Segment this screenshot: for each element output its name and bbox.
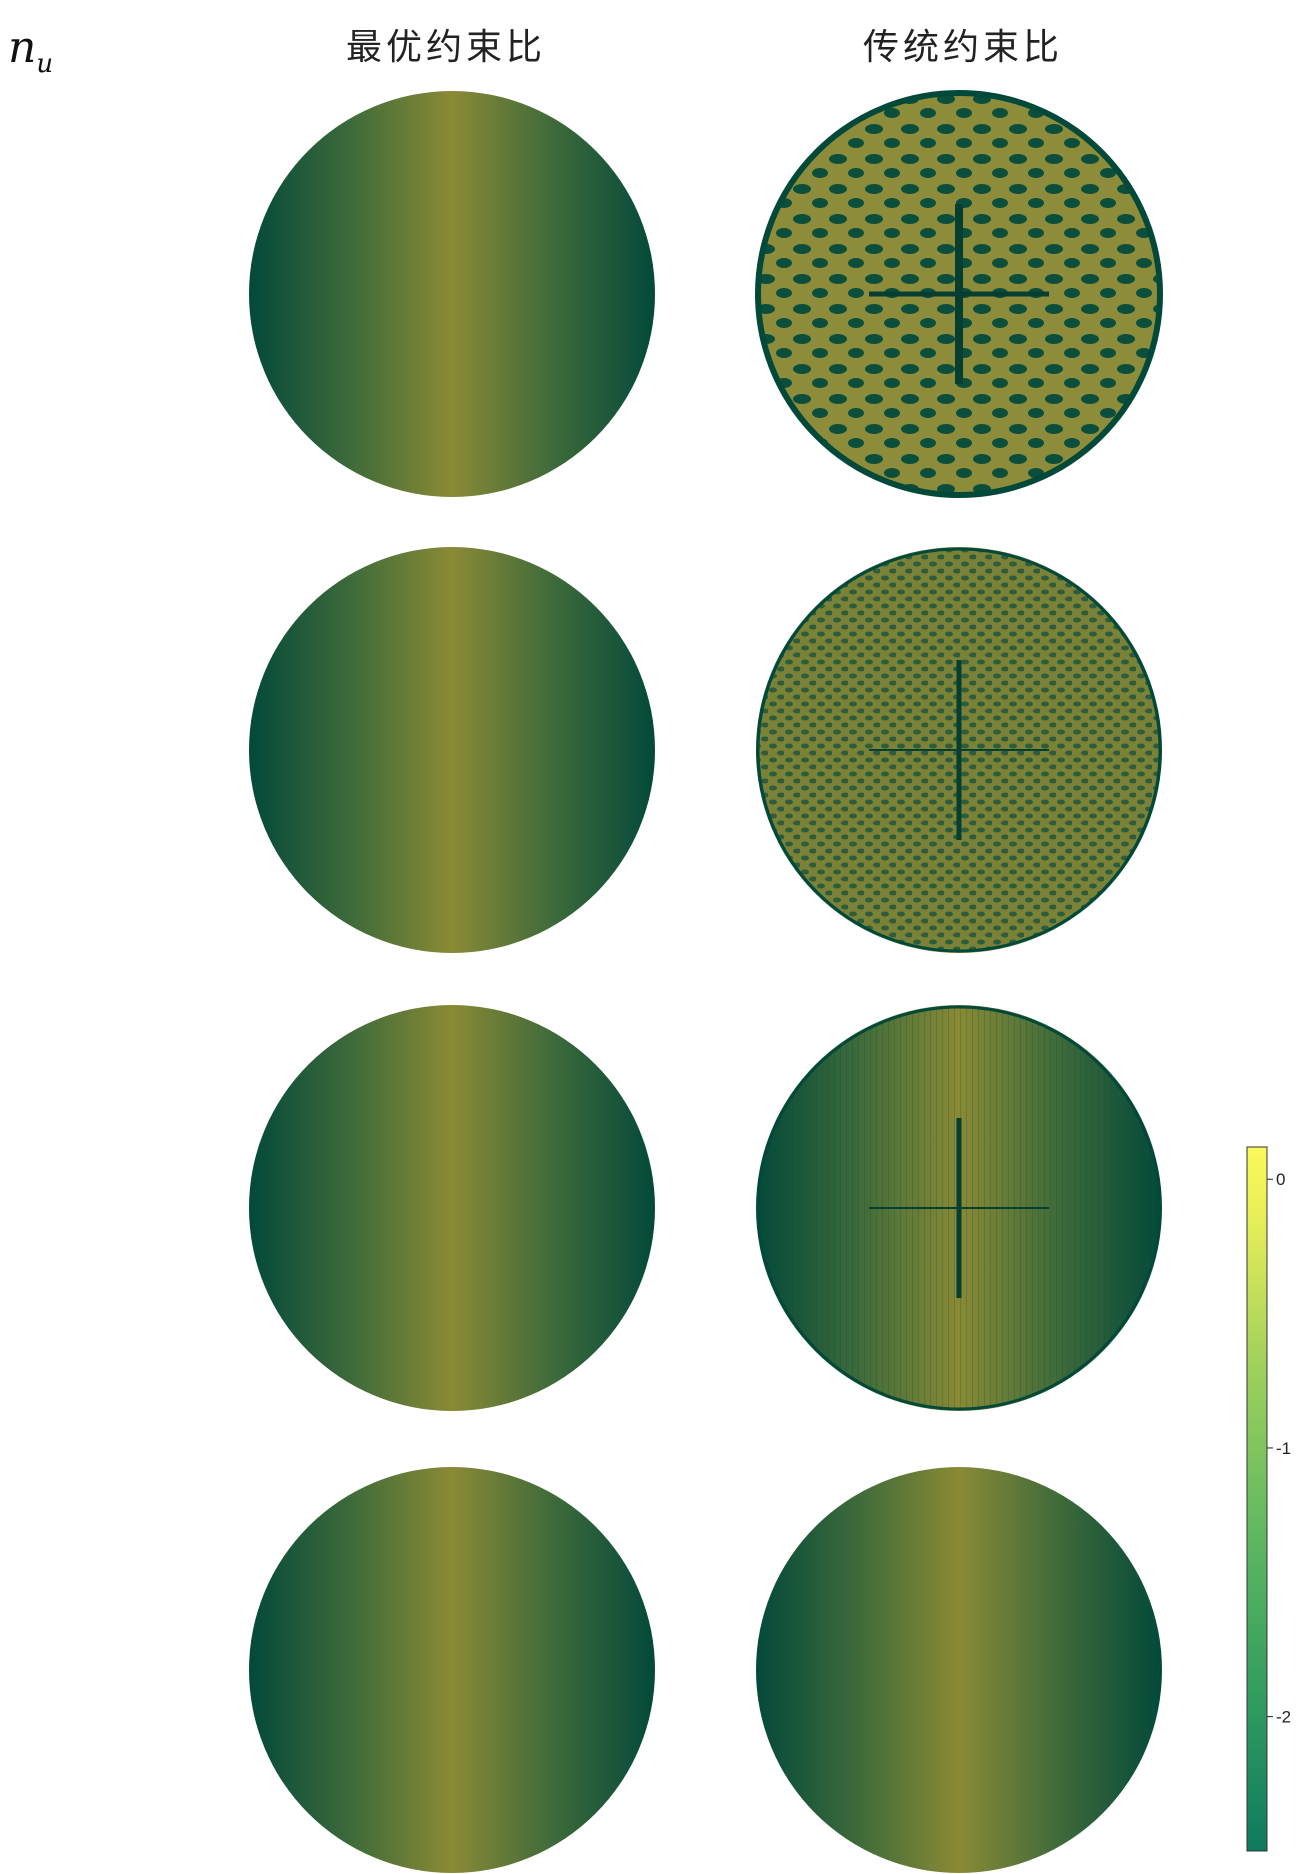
circle-panel-traditional-2 [756, 547, 1162, 953]
circle-panel-traditional-3 [756, 1005, 1162, 1411]
circle-panel-traditional-4 [756, 1467, 1162, 1873]
colorbar-tick-label: -1 [1276, 1439, 1291, 1458]
colorbar: 0 -1 -2 [1247, 1147, 1291, 1851]
circle-panel-optimal-2 [249, 547, 655, 953]
circle-panel-optimal-4 [249, 1467, 655, 1873]
colorbar-gradient [1247, 1147, 1267, 1851]
circle-panel-traditional-1 [756, 91, 1162, 497]
colorbar-tick-label: -2 [1276, 1708, 1291, 1727]
colorbar-tick-label: 0 [1276, 1170, 1285, 1189]
circle-panel-optimal-1 [249, 91, 655, 497]
circle-panel-optimal-3 [249, 1005, 655, 1411]
